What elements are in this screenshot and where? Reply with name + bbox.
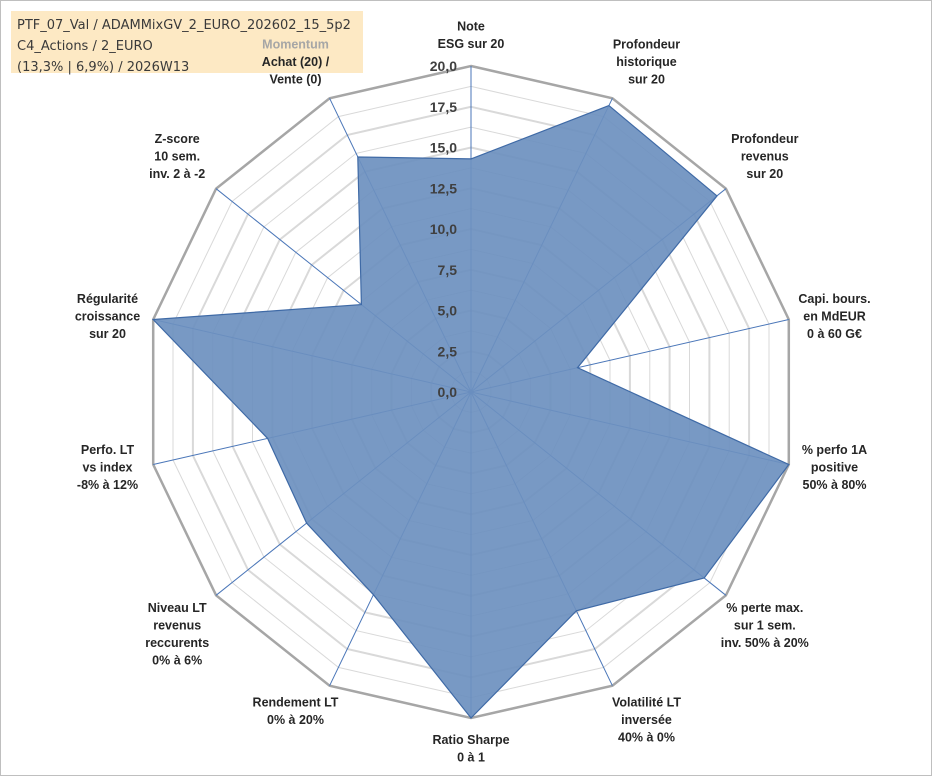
axis-label-line: inv. 50% à 20% [721,636,809,650]
axis-label-line: Régularité [77,292,138,306]
axis-label-line: Note [457,20,485,34]
axis-label-line: croissance [75,309,140,323]
axis-label-8: Rendement LT 0% à 20% [253,695,339,727]
axis-label-line: reccurents [145,636,209,650]
radar-tick-label: 15,0 [430,140,457,156]
radar-tick-label: 7,5 [438,262,458,278]
axis-label-11: Régularité croissance sur 20 [75,292,140,341]
radar-tick-label: 2,5 [438,343,458,359]
radar-tick-label: 12,5 [430,180,457,196]
axis-label-line: revenus [153,619,201,633]
axis-label-line: 0 à 60 G€ [807,327,862,341]
axis-label-line: 40% à 0% [618,730,675,744]
axis-label-line: sur 20 [89,327,126,341]
axis-label-line: 0% à 20% [267,713,324,727]
axis-label-0: Note ESG sur 20 [438,20,505,52]
axis-label-line: Profondeur [613,38,680,52]
axis-label-line: Momentum [262,38,329,52]
axis-label-3: Capi. bours. en MdEUR 0 à 60 G€ [798,292,870,341]
axis-label-line: inversée [621,713,672,727]
info-box: PTF_07_Val / ADAMMixGV_2_EURO_202602_15_… [11,11,363,75]
axis-label-line: 50% à 80% [803,478,867,492]
axis-label-line: Rendement LT [253,695,339,709]
axis-label-5: % perte max. sur 1 sem. inv. 50% à 20% [721,601,809,650]
axis-label-line: % perfo 1A [802,443,867,457]
axis-label-line: Volatilité LT [612,695,681,709]
axis-label-line: Z-score [155,132,200,146]
axis-label-line: Ratio Sharpe [432,733,509,747]
axis-label-4: % perfo 1A positive 50% à 80% [802,443,867,492]
radar-tick-label: 0,0 [438,384,458,400]
axis-label-line: sur 20 [746,167,783,181]
axis-label-line: 0% à 6% [152,654,202,668]
axis-label-1: Profondeur historique sur 20 [613,38,680,87]
axis-label-line: Vente (0) [269,73,321,87]
axis-label-line: revenus [741,150,789,164]
radar-tick-label: 20,0 [430,58,457,74]
axis-label-line: 0 à 1 [457,751,485,765]
axis-label-line: Niveau LT [148,601,207,615]
axis-label-7: Ratio Sharpe 0 à 1 [432,733,509,765]
axis-label-9: Niveau LT revenus reccurents 0% à 6% [145,601,209,668]
axis-label-line: historique [616,55,676,69]
axis-label-6: Volatilité LT inversée 40% à 0% [612,695,681,744]
axis-label-10: Perfo. LT vs index -8% à 12% [77,443,138,492]
radar-tick-label: 10,0 [430,221,457,237]
axis-label-line: Achat (20) / [262,55,330,69]
axis-label-line: inv. 2 à -2 [149,167,205,181]
axis-label-line: en MdEUR [803,309,866,323]
info-line-2: C4_Actions / 2_EURO [17,39,153,54]
info-line-1: PTF_07_Val / ADAMMixGV_2_EURO_202602_15_… [17,18,351,33]
radar-tick-label: 5,0 [438,303,458,319]
axis-label-2: Profondeur revenus sur 20 [731,132,798,181]
axis-label-line: Profondeur [731,132,798,146]
axis-label-13: Momentum Achat (20) / Vente (0) [262,38,330,87]
radar-series-area [151,104,790,719]
axis-label-line: Perfo. LT [81,443,135,457]
axis-label-line: -8% à 12% [77,478,138,492]
axis-label-line: sur 1 sem. [734,619,796,633]
axis-label-line: positive [811,461,858,475]
radar-tick-label: 17,5 [430,99,457,115]
axis-label-line: Capi. bours. [798,292,870,306]
axis-label-line: ESG sur 20 [438,37,505,51]
axis-label-line: vs index [82,461,132,475]
axis-label-line: 10 sem. [154,150,200,164]
info-line-3: (13,3% | 6,9%) / 2026W13 [17,60,190,75]
axis-label-line: % perte max. [726,601,803,615]
axis-label-12: Z-score 10 sem. inv. 2 à -2 [149,132,205,181]
axis-label-line: sur 20 [628,73,665,87]
